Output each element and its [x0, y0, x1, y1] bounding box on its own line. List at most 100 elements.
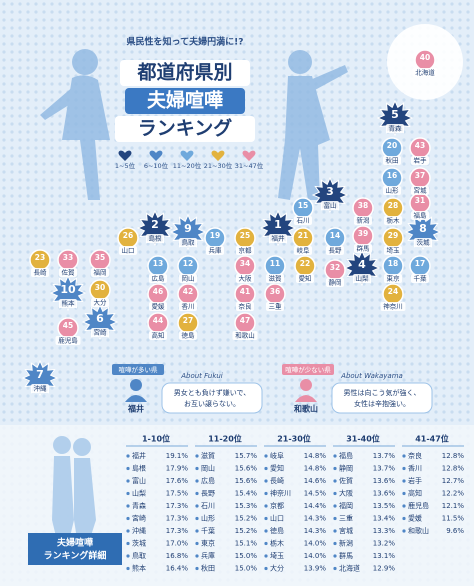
pref-rate: 12.8% — [442, 452, 465, 460]
pref-rate: 9.6% — [446, 527, 464, 535]
person-body — [295, 395, 317, 402]
pref-rate: 14.0% — [304, 540, 327, 548]
rank-star — [259, 209, 297, 247]
pref-label-box — [59, 268, 77, 277]
tagline: 県民性を知って夫婦円満に!? — [127, 36, 244, 48]
pref-label-box — [179, 302, 197, 311]
pref-rate: 17.0% — [166, 540, 189, 548]
pref-name: 山梨 — [356, 274, 370, 283]
rank-number: 26 — [123, 231, 133, 240]
pref-name: 青森 — [389, 124, 403, 133]
legend-heart — [180, 150, 194, 161]
ranking-label: 夫婦喧嘩 — [57, 537, 93, 549]
legend-heart — [149, 150, 163, 161]
rank-number: 18 — [388, 259, 398, 268]
pref-rate: 11.5% — [442, 515, 465, 523]
row-bullet — [402, 466, 406, 471]
pref-rate: 15.0% — [235, 565, 258, 573]
pref-label-box — [179, 238, 197, 247]
pref-name: 富山 — [324, 201, 337, 210]
row-bullet — [333, 554, 337, 558]
pref-name: 沖縄 — [34, 384, 48, 393]
pref-name: 北海道 — [339, 564, 360, 573]
pref-name: 埼玉 — [387, 246, 401, 255]
pref-rate: 15.2% — [235, 527, 258, 535]
pref-name: 兵庫 — [201, 551, 215, 560]
callout-pref: 福井 — [127, 404, 144, 414]
pref-label-box — [91, 268, 109, 277]
pref-name: 島根 — [132, 464, 146, 473]
rank-number: 7 — [36, 368, 44, 381]
pref-name: 山口 — [122, 246, 135, 255]
pref-rate: 12.8% — [442, 465, 465, 473]
pref-rate: 15.3% — [235, 502, 258, 510]
pref-label-box — [59, 299, 77, 308]
rank-number: 40 — [420, 53, 430, 62]
pref-rate: 15.0% — [235, 552, 258, 560]
pref-rate: 13.4% — [373, 515, 396, 523]
pref-name: 石川 — [297, 217, 310, 225]
row-bullet — [333, 466, 337, 471]
pref-name: 岩手 — [408, 476, 422, 485]
pref-label-box — [296, 274, 314, 283]
callout-text: 男女とも負けず嫌いで、 — [174, 388, 251, 397]
rank-number: 4 — [358, 258, 366, 271]
pref-name: 宮崎 — [132, 514, 146, 523]
pref-rate: 13.1% — [373, 552, 396, 560]
pref-label-box — [384, 246, 402, 255]
pref-name: 新潟 — [357, 216, 371, 225]
pref-rate: 14.0% — [304, 552, 327, 560]
pref-name: 長崎 — [270, 476, 284, 485]
row-bullet — [402, 491, 406, 496]
rank-star — [49, 274, 87, 312]
pref-name: 福島 — [414, 211, 428, 220]
rank-number: 34 — [240, 259, 250, 268]
pref-label-box — [266, 302, 284, 311]
pref-name: 愛知 — [270, 464, 284, 473]
map: 1 福井 2 島根 3 富山 4 山梨 5 青森 6 宮崎 7 沖縄 8 茨城 9 鳥取 10 熊本 11 滋賀 12 岡山 1… — [21, 49, 442, 397]
pref-name: 愛知 — [299, 274, 312, 283]
legend-label: 21~30位 — [204, 161, 233, 170]
pref-label-box — [269, 234, 287, 243]
row-bullet — [264, 566, 268, 571]
row-bullet — [264, 554, 268, 558]
row-bullet — [126, 566, 130, 571]
rank-number: 47 — [240, 316, 250, 325]
rank-star — [404, 213, 442, 251]
person-head — [300, 379, 312, 391]
rank-number: 20 — [387, 141, 397, 150]
row-bullet — [126, 529, 130, 533]
rank-number: 11 — [270, 259, 280, 268]
row-bullet — [402, 479, 406, 483]
pref-rate: 14.6% — [304, 477, 327, 485]
pref-label-box — [383, 186, 401, 195]
pref-rate: 14.8% — [304, 465, 327, 473]
pref-rate: 17.5% — [166, 490, 189, 498]
pref-rate: 14.8% — [304, 452, 327, 460]
rank-number: 5 — [391, 108, 399, 121]
row-bullet — [126, 516, 130, 521]
pref-name: 鹿児島 — [408, 501, 429, 510]
pref-label-box — [232, 331, 258, 340]
row-bullet — [126, 541, 130, 546]
pref-name: 長野 — [201, 490, 215, 498]
pref-name: 徳島 — [270, 526, 284, 535]
pref-name: 山形 — [386, 186, 400, 195]
pref-label-box — [91, 328, 109, 337]
pref-name: 茨城 — [417, 238, 431, 247]
rank-number: 43 — [415, 141, 425, 150]
rank-number: 44 — [153, 316, 163, 325]
pref-name: 鳥取 — [132, 551, 146, 560]
pref-name: 東京 — [201, 539, 215, 548]
pref-name: 群馬 — [339, 551, 353, 560]
rank-star — [376, 99, 414, 137]
row-bullet — [195, 491, 199, 496]
row-bullet — [195, 504, 199, 508]
pref-name: 岡山 — [182, 274, 195, 283]
pref-label-box — [236, 274, 254, 283]
callout-text: お互い譲らない。 — [184, 399, 240, 408]
rank-number: 25 — [240, 231, 250, 240]
column-heading: 41-47位 — [415, 434, 449, 444]
pref-label-box — [149, 274, 167, 283]
